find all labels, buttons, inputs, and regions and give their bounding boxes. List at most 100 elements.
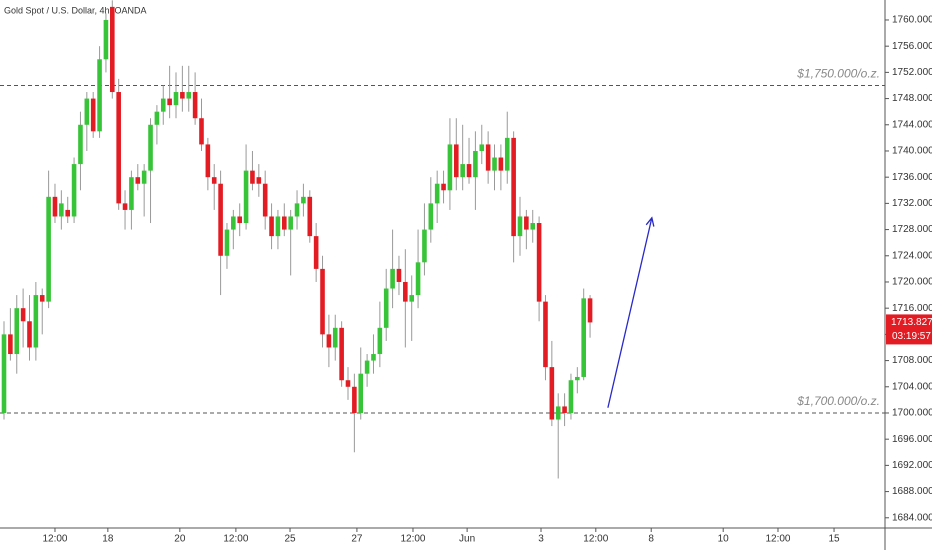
candle-body (479, 144, 485, 151)
candle-body (587, 298, 593, 323)
x-tick-label: 27 (351, 534, 363, 545)
y-tick-label: 1688.000 (892, 486, 932, 497)
x-tick-label: 20 (174, 534, 186, 545)
candle-body (377, 327, 383, 355)
x-tick-label: 12:00 (42, 534, 67, 545)
candle-body (434, 183, 440, 204)
candle-body (415, 262, 421, 296)
chart-title: Gold Spot / U.S. Dollar, 4h, OANDA (4, 5, 147, 15)
candle-body (555, 406, 561, 420)
y-tick-label: 1740.000 (892, 146, 932, 157)
candle-body (90, 98, 96, 132)
y-tick-label: 1708.000 (892, 355, 932, 366)
x-tick-label: 10 (718, 534, 730, 545)
candle-body (84, 98, 90, 125)
candle-body (59, 203, 64, 217)
candle-body (186, 92, 192, 99)
candle-body (313, 236, 319, 269)
candle-body (256, 177, 262, 184)
candle-body (562, 406, 567, 413)
candle-body (453, 144, 459, 178)
candle-body (173, 92, 179, 106)
candle-body (364, 360, 370, 374)
candle-body (46, 196, 51, 302)
candle-body (78, 124, 83, 165)
y-tick-label: 1720.000 (892, 277, 932, 288)
candle-body (205, 144, 211, 178)
candle-body (485, 144, 491, 171)
candle-body (39, 295, 45, 302)
candle-body (383, 288, 389, 328)
candle-body (428, 203, 434, 230)
candle-body (511, 137, 516, 237)
candle-body (320, 268, 325, 335)
x-tick-label: 12:00 (765, 534, 790, 545)
arrow-head (645, 216, 655, 227)
candle-body (20, 308, 26, 322)
candle-body (492, 157, 497, 171)
candle-body (301, 196, 306, 204)
candle-body (460, 164, 465, 178)
candle-body (517, 216, 523, 237)
y-tick-label: 1696.000 (892, 434, 932, 445)
candle-body (237, 216, 243, 224)
candle-body (33, 295, 39, 348)
candle-body (358, 373, 364, 413)
candle-body (294, 203, 300, 217)
level-label: $1,700.000/o.z. (796, 394, 880, 408)
candle-body (199, 118, 204, 145)
candle-body (71, 164, 77, 217)
candle-body (307, 196, 313, 237)
candle-body (180, 92, 185, 99)
candle-body (422, 229, 427, 263)
x-tick-label: 12:00 (223, 534, 248, 545)
candle-body (345, 380, 351, 387)
x-tick-label: 3 (538, 534, 544, 545)
candle-body (473, 150, 478, 178)
x-tick-label: 25 (284, 534, 296, 545)
candle-body (269, 216, 274, 237)
candle-body (524, 216, 529, 230)
candle-body (262, 183, 268, 217)
y-tick-label: 1732.000 (892, 198, 932, 209)
x-tick-label: 8 (648, 534, 654, 545)
candle-body (396, 268, 402, 282)
arrow-line (607, 217, 653, 408)
candle-body (568, 380, 574, 413)
y-tick-label: 1700.000 (892, 408, 932, 419)
candle-body (1, 334, 7, 413)
candle-body (52, 196, 58, 217)
price-tag-label: 1713.827 (891, 317, 932, 328)
candle-body (530, 223, 536, 230)
candle-body (390, 268, 395, 289)
x-tick-label: 15 (828, 534, 840, 545)
candle-body (192, 92, 198, 119)
candle-body (148, 124, 153, 171)
candle-body (543, 301, 548, 368)
candle-body (466, 164, 472, 178)
candle-body (160, 98, 166, 112)
level-label: $1,750.000/o.z. (796, 67, 880, 81)
y-tick-label: 1704.000 (892, 381, 932, 392)
candle-body (224, 229, 230, 256)
candle-body (122, 203, 128, 210)
price-tag (886, 314, 932, 345)
candle-body (116, 92, 121, 204)
candle-body (135, 177, 141, 184)
x-tick-label: Jun (459, 534, 475, 545)
candle-body (575, 376, 580, 381)
y-tick-label: 1760.000 (892, 15, 932, 26)
candle-body (441, 183, 446, 191)
candle-body (97, 59, 102, 132)
candle-body (167, 98, 172, 106)
candle-body (326, 334, 332, 348)
x-tick-label: 12:00 (583, 534, 608, 545)
candle-body (211, 177, 217, 184)
candle-body (403, 281, 408, 302)
candle-body (409, 295, 415, 302)
y-tick-label: 1748.000 (892, 93, 932, 104)
y-tick-label: 1684.000 (892, 512, 932, 523)
candle-body (8, 334, 13, 355)
